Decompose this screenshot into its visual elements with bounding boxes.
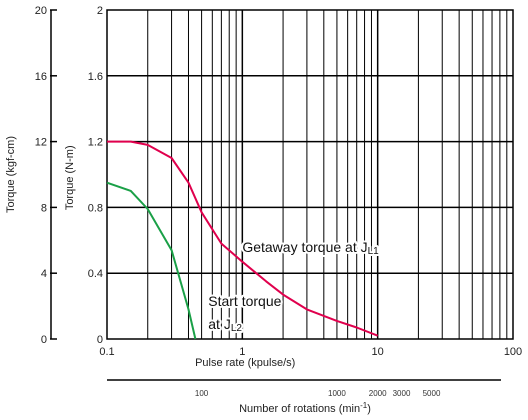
kgf-cm-axis: 0 4 8 12 16 20 bbox=[35, 5, 57, 346]
kgf-tick-label: 8 bbox=[41, 202, 47, 214]
series-lines bbox=[106, 140, 379, 340]
plot-frame bbox=[106, 9, 514, 340]
annotation-label: at JL2 bbox=[208, 316, 242, 334]
x-tick-labels: 0.1 1 10 100 bbox=[99, 346, 522, 358]
rotations-axis: 100 1000 2000 3000 5000 bbox=[107, 379, 501, 398]
kgf-tick-label: 20 bbox=[35, 5, 47, 17]
series-line-1 bbox=[107, 140, 379, 337]
series-line-2 bbox=[106, 181, 197, 340]
y-tick-label: 2 bbox=[97, 5, 103, 17]
rotations-tick-label: 3000 bbox=[393, 389, 411, 398]
y-axis-label-kgfcm: Torque (kgf-cm) bbox=[5, 136, 17, 213]
y-tick-label: 0 bbox=[97, 334, 103, 346]
x-tick-label: 100 bbox=[504, 346, 522, 358]
rotations-tick-label: 100 bbox=[195, 389, 209, 398]
kgf-tick-label: 0 bbox=[41, 334, 47, 346]
y-tick-label: 0.8 bbox=[88, 202, 103, 214]
kgf-tick-label: 12 bbox=[35, 137, 47, 149]
y-axis-label-nm: Torque (N-m) bbox=[64, 145, 76, 210]
rotations-tick-label: 2000 bbox=[369, 389, 387, 398]
annotation-label: Getaway torque at JL1 bbox=[242, 239, 379, 257]
y-tick-label: 1.6 bbox=[88, 71, 103, 83]
rotations-tick-label: 1000 bbox=[328, 389, 346, 398]
x-axis-label: Pulse rate (kpulse/s) bbox=[195, 357, 295, 369]
kgf-tick-label: 16 bbox=[35, 71, 47, 83]
x-tick-label: 1 bbox=[239, 346, 245, 358]
annotation-label: Start torque bbox=[208, 293, 281, 309]
y-tick-label: 1.2 bbox=[88, 137, 103, 149]
annotations: Getaway torque at JL1 Start torque at JL2 bbox=[206, 237, 381, 336]
rotations-tick-label: 5000 bbox=[423, 389, 441, 398]
kgf-tick-label: 4 bbox=[41, 268, 47, 280]
y-tick-label: 0.4 bbox=[88, 268, 103, 280]
x-tick-label: 10 bbox=[372, 346, 384, 358]
x-tick-label: 0.1 bbox=[99, 346, 114, 358]
grid-lines bbox=[107, 10, 513, 339]
rotations-axis-label: Number of rotations (min-1) bbox=[239, 401, 371, 415]
nm-tick-labels: 0 0.4 0.8 1.2 1.6 2 bbox=[88, 5, 103, 346]
